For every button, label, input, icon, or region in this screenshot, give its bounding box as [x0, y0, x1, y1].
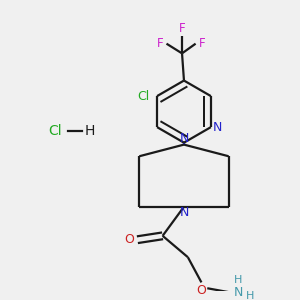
- Text: F: F: [156, 37, 163, 50]
- Text: O: O: [125, 233, 135, 246]
- Text: H: H: [85, 124, 95, 138]
- Text: F: F: [179, 22, 185, 34]
- Text: H: H: [234, 275, 242, 286]
- Text: F: F: [199, 37, 206, 50]
- Text: Cl: Cl: [137, 90, 150, 103]
- Text: H: H: [246, 291, 254, 300]
- Text: N: N: [179, 206, 189, 219]
- Text: N: N: [179, 132, 189, 145]
- Text: N: N: [213, 121, 222, 134]
- Text: Cl: Cl: [48, 124, 62, 138]
- Text: N: N: [234, 286, 243, 298]
- Text: O: O: [196, 284, 206, 297]
